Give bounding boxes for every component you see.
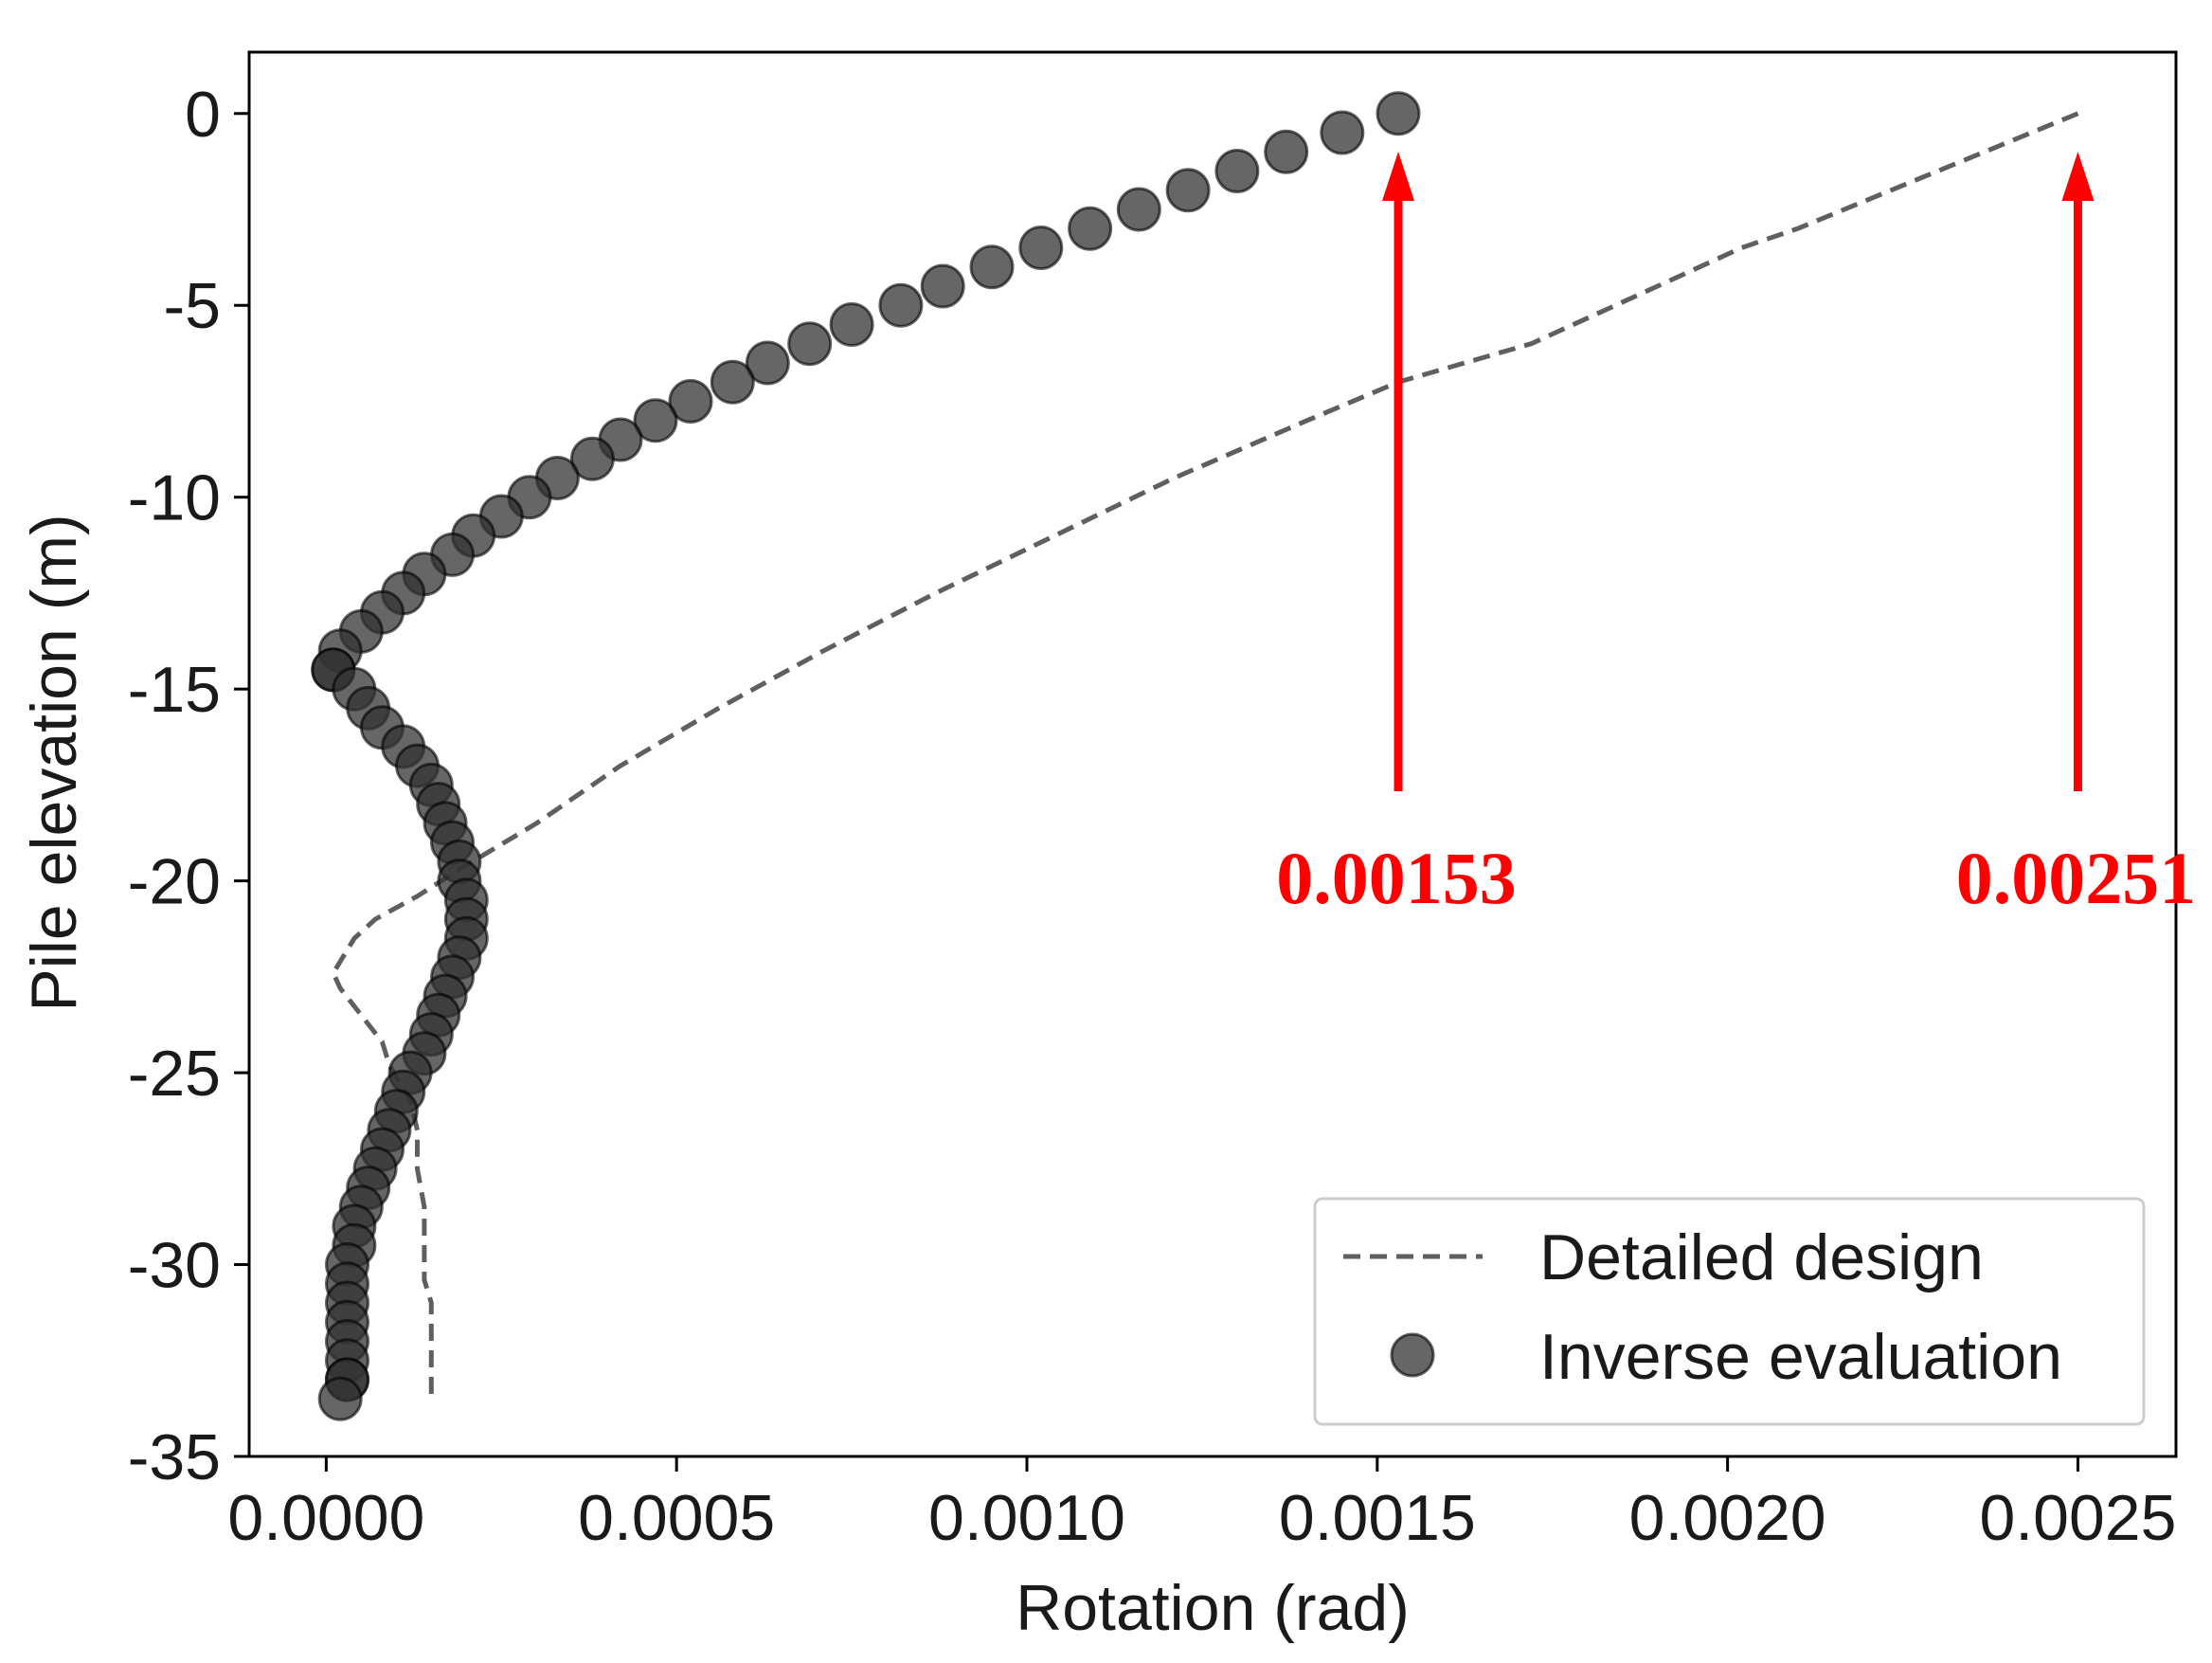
data-point <box>829 302 874 347</box>
y-tick-label: -25 <box>128 1038 221 1110</box>
x-tick-label: 0.0010 <box>928 1482 1125 1554</box>
y-tick-label: -15 <box>128 654 221 726</box>
data-point <box>1165 168 1211 213</box>
y-tick-label: -20 <box>128 846 221 918</box>
plot-frame <box>247 50 2178 1458</box>
annotation-arrowhead <box>2061 152 2095 201</box>
data-point <box>787 321 833 367</box>
data-point <box>969 244 1015 290</box>
x-tick-label: 0.0025 <box>1979 1482 2176 1554</box>
data-point <box>633 398 678 443</box>
data-point <box>317 1376 363 1421</box>
axes-frame <box>247 50 2178 1458</box>
annotation-arrowhead <box>1382 152 1415 201</box>
data-point <box>920 263 965 309</box>
x-tick-label: 0.0015 <box>1279 1482 1476 1554</box>
y-tick-label: -35 <box>128 1421 221 1493</box>
y-tick-label: -5 <box>164 270 221 342</box>
data-point <box>1376 91 1421 136</box>
x-tick-label: 0.0005 <box>578 1482 775 1554</box>
y-tick-label: 0 <box>185 79 221 151</box>
plot-area <box>311 91 2079 1421</box>
legend-marker-swatch <box>1390 1332 1435 1378</box>
x-tick-label: 0.0000 <box>227 1482 424 1554</box>
data-point <box>1320 110 1365 155</box>
annotation-label: 0.00153 <box>1276 837 1517 919</box>
x-tick-label: 0.0020 <box>1629 1482 1826 1554</box>
data-point <box>1214 149 1260 193</box>
legend: Detailed design Inverse evaluation <box>1313 1197 2146 1426</box>
annotation-label: 0.00251 <box>1956 837 2197 919</box>
y-axis-label: Pile elevation (m) <box>18 514 90 1011</box>
annotations: 0.00153 0.00251 <box>1276 152 2196 919</box>
legend-label-detailed-design: Detailed design <box>1539 1221 1984 1293</box>
axis-ticks: 0.0000 0.0005 0.0010 0.0015 0.0020 0.0025 0 -5 -… <box>128 79 2177 1554</box>
data-point <box>1068 206 1113 251</box>
data-point <box>710 359 755 405</box>
data-point <box>1116 187 1161 232</box>
y-tick-label: -10 <box>128 462 221 534</box>
data-point <box>1018 226 1064 270</box>
data-point <box>745 340 790 386</box>
data-point <box>1264 129 1309 174</box>
y-tick-label: -30 <box>128 1230 221 1302</box>
data-point <box>878 282 924 328</box>
legend-label-inverse-evaluation: Inverse evaluation <box>1539 1321 2062 1393</box>
data-point <box>668 379 713 424</box>
data-point <box>569 436 615 481</box>
legend-box <box>1313 1197 2146 1426</box>
x-axis-label: Rotation (rad) <box>1016 1572 1410 1644</box>
